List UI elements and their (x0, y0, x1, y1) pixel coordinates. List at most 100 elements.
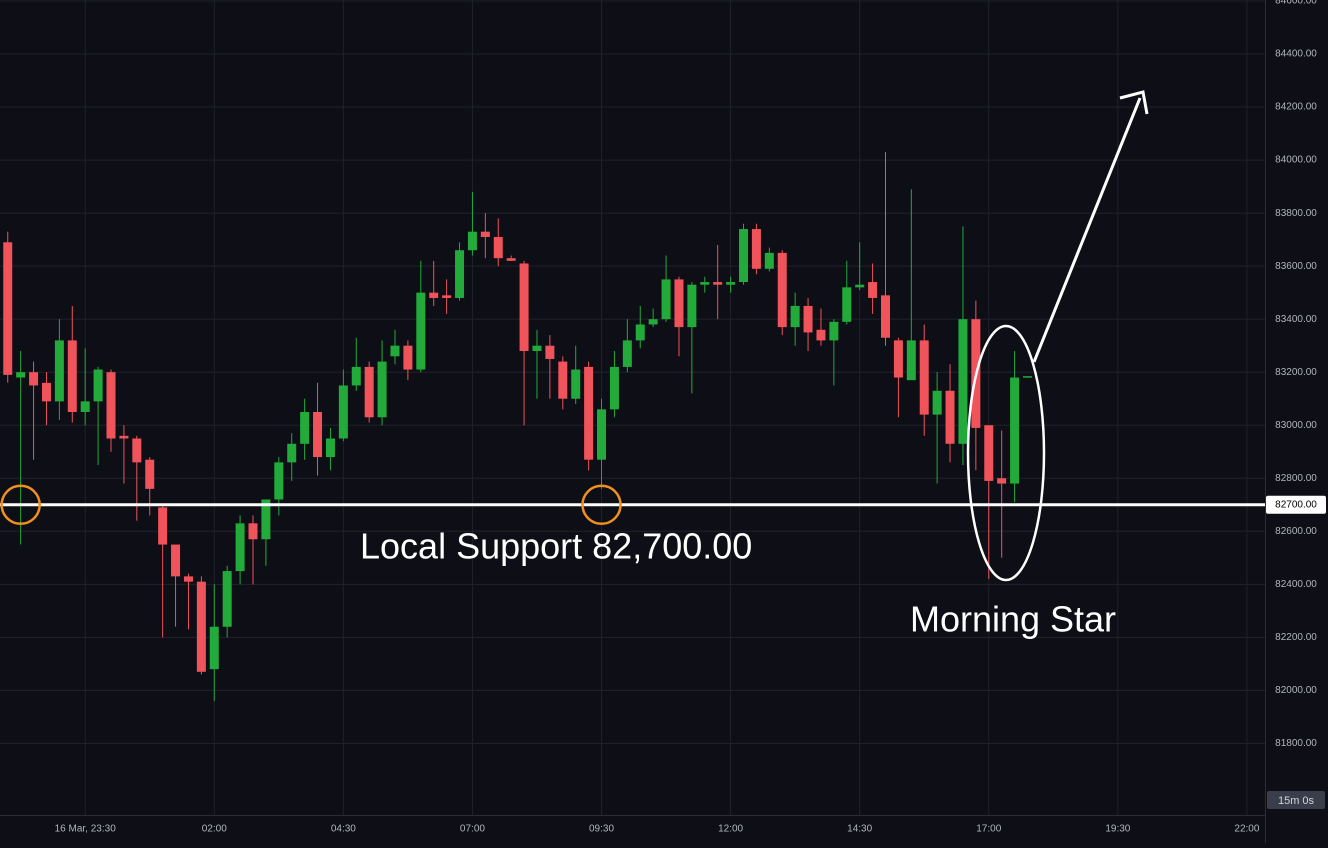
candle-body (158, 507, 168, 545)
candle-body (674, 279, 684, 328)
x-tick-label: 19:30 (1105, 824, 1130, 835)
candle-body (287, 443, 297, 463)
candle-body (54, 340, 64, 402)
candle-body (222, 571, 232, 627)
candle-body (106, 372, 116, 439)
candle-body (519, 263, 529, 351)
x-tick-label: 04:30 (331, 824, 356, 835)
candle-body (635, 324, 645, 341)
candle-body (868, 282, 878, 298)
y-tick-label: 83200.00 (1275, 367, 1317, 378)
y-tick-label: 83400.00 (1275, 314, 1317, 325)
support-touch (581, 484, 622, 526)
candle-body (803, 305, 813, 333)
candle-body (661, 279, 671, 320)
candles (3, 152, 1032, 701)
candle-body (41, 382, 51, 402)
x-tick-label: 14:30 (847, 824, 872, 835)
y-tick-label: 82400.00 (1275, 579, 1317, 590)
x-tick-label: 09:30 (589, 824, 614, 835)
candle-body (687, 284, 697, 328)
candle-body (777, 252, 787, 328)
overlay: Local Support 82,700.00 Morning Star 15m… (0, 90, 1326, 809)
candle-body (403, 345, 413, 370)
candle-body (300, 411, 310, 444)
candle-body (726, 282, 736, 285)
support-price-label: 82700.00 (1275, 499, 1317, 510)
support-price-tag (1266, 495, 1326, 514)
candle-body (3, 242, 13, 375)
candle-body (558, 361, 568, 399)
y-tick-label: 83800.00 (1275, 208, 1317, 219)
candle-body (67, 340, 77, 412)
candle-body (584, 366, 594, 460)
y-tick-label: 82800.00 (1275, 473, 1317, 484)
candle-body (364, 366, 374, 418)
candle-body (455, 250, 465, 298)
candle-body (855, 284, 865, 288)
candle-body (467, 231, 477, 251)
candle-body (325, 438, 335, 458)
candle-body (429, 292, 439, 298)
candle-body (945, 390, 955, 444)
y-tick-label: 84400.00 (1275, 49, 1317, 60)
candle-body (196, 581, 206, 672)
candle-body (829, 321, 839, 341)
candle-body (816, 329, 826, 341)
candle-body (171, 544, 181, 577)
y-tick-label: 84600.00 (1275, 0, 1317, 7)
candle-body (132, 438, 142, 463)
x-tick-label: 17:00 (976, 824, 1001, 835)
candle-body (119, 435, 129, 439)
x-tick-label: 07:00 (460, 824, 485, 835)
candle-body (597, 409, 607, 460)
candle-body (145, 459, 155, 489)
candle-body (493, 236, 503, 259)
candle-body (842, 287, 852, 322)
candle-body (248, 523, 258, 540)
y-tick-label: 83600.00 (1275, 261, 1317, 272)
arrow-shaft (1032, 97, 1142, 363)
candle-body (338, 385, 348, 439)
candle-body (480, 231, 490, 237)
y-tick-label: 82600.00 (1275, 526, 1317, 537)
candle-body (93, 369, 103, 402)
candle-body (1022, 376, 1032, 378)
candle-body (532, 345, 542, 351)
candle-body (1010, 377, 1020, 484)
candle-body (545, 345, 555, 359)
grid: 81800.00 82000.00 82200.00 82400.00 82600.00… (0, 0, 1317, 835)
x-tick-label: 12:00 (718, 824, 743, 835)
candle-body (183, 576, 193, 582)
candle-body (506, 258, 516, 261)
candle-body (881, 295, 890, 338)
pattern-annotation: Morning Star (910, 599, 1116, 640)
candle-body (442, 295, 452, 298)
x-tick-label: 02:00 (202, 824, 227, 835)
candle-body (16, 372, 26, 378)
arrow-head (1119, 90, 1149, 115)
candle-body (932, 390, 942, 415)
candle-body (739, 229, 749, 283)
candle-body (209, 626, 219, 670)
y-tick-label: 82000.00 (1275, 685, 1317, 696)
candle-body (713, 282, 723, 285)
candle-body (235, 523, 245, 572)
candle-body (377, 361, 387, 418)
candle-body (609, 366, 619, 410)
candle-body (351, 366, 361, 386)
candle-body (764, 252, 774, 269)
candle-body (997, 478, 1007, 484)
candle-body (29, 372, 39, 386)
support-annotation: Local Support 82,700.00 (360, 526, 752, 567)
candle-body (571, 369, 581, 399)
candle-body (622, 340, 632, 367)
y-tick-label: 84200.00 (1275, 102, 1317, 113)
candle-body (984, 425, 994, 481)
support-touch (0, 484, 41, 526)
candle-body (790, 305, 800, 328)
y-tick-label: 81800.00 (1275, 738, 1317, 749)
timer: 15m 0s (1278, 795, 1315, 807)
candle-body (80, 401, 90, 412)
y-tick-label: 84000.00 (1275, 155, 1317, 166)
